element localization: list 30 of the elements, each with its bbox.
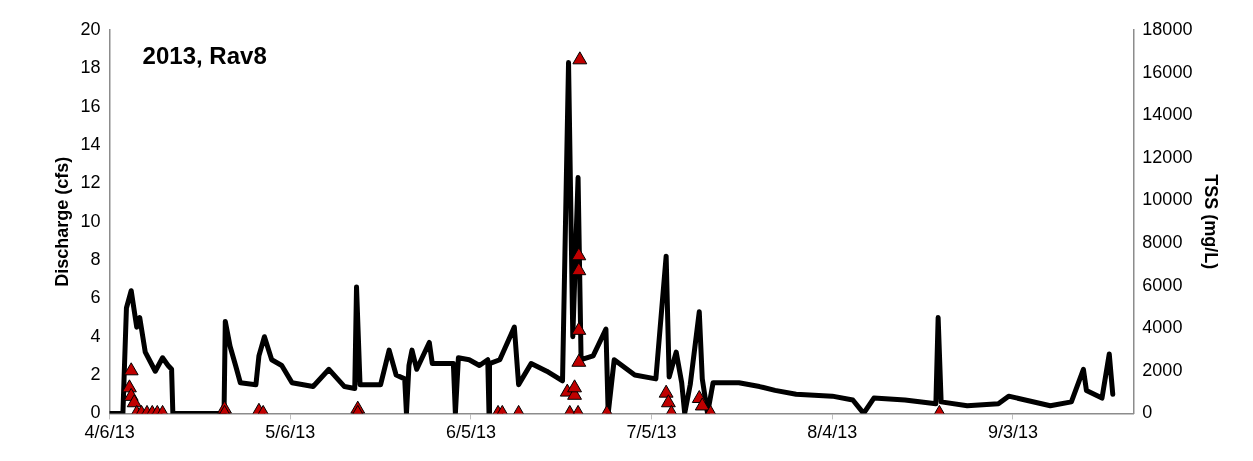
text: 2013, Rav8	[142, 41, 267, 69]
y-axis-title: Discharge (cfs)	[51, 156, 72, 287]
y-tick-label: 18	[80, 57, 101, 78]
y2-tick-label: 10000	[1142, 189, 1193, 210]
y2-tick-label: 4000	[1142, 317, 1183, 338]
y2-tick-label: 0	[1142, 402, 1153, 423]
x-tick-label: 7/5/13	[626, 422, 677, 443]
y-tick-label: 0	[90, 402, 101, 423]
y2-tick-label: 18000	[1142, 18, 1193, 39]
y-tick-label: 8	[90, 249, 101, 270]
y2-tick-label: 16000	[1142, 61, 1193, 82]
x-tick-label: 8/4/13	[807, 422, 858, 443]
y-tick-label: 6	[90, 287, 101, 308]
x-tick-label: 9/3/13	[987, 422, 1038, 443]
y-tick-label: 4	[90, 325, 101, 346]
y2-tick-label: 14000	[1142, 104, 1193, 125]
y-tick-label: 14	[80, 133, 101, 154]
y-tick-label: 12	[80, 172, 101, 193]
y2-axis-title: TSS (mg/L)	[1201, 174, 1222, 270]
y2-tick-label: 12000	[1142, 146, 1193, 167]
x-tick-label: 6/5/13	[445, 422, 496, 443]
y2-tick-label: 8000	[1142, 231, 1183, 252]
y-tick-label: 16	[80, 95, 101, 116]
y-tick-label: 2	[90, 364, 101, 385]
x-tick-label: 5/6/13	[265, 422, 316, 443]
y-tick-label: 20	[80, 18, 101, 39]
x-tick-label: 4/6/13	[84, 422, 135, 443]
y-tick-label: 10	[80, 210, 101, 231]
y2-tick-label: 2000	[1142, 359, 1183, 380]
y2-tick-label: 6000	[1142, 274, 1183, 295]
